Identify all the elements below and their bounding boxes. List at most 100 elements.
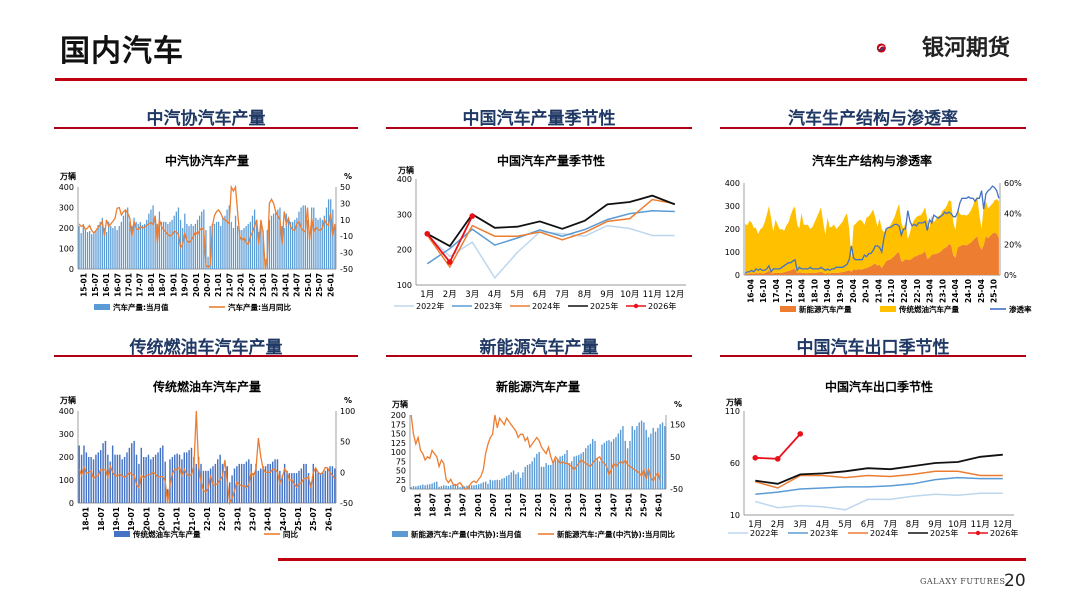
- page-number: 20: [1004, 571, 1026, 591]
- x-tick-label: 11月: [643, 290, 662, 300]
- section-rule-2: [386, 127, 692, 129]
- bottom-divider: [278, 558, 1026, 561]
- y-tick-label: 25: [396, 476, 406, 485]
- bar: [531, 461, 532, 489]
- y-tick-label: 200: [397, 246, 412, 255]
- bar: [90, 457, 91, 503]
- y2-axis-unit: %: [344, 172, 352, 181]
- bar: [231, 222, 232, 269]
- y-tick-label: 100: [59, 476, 74, 485]
- section-heading-2: 中国汽车产量季节性: [386, 104, 692, 129]
- bar: [303, 464, 304, 503]
- bar: [307, 220, 308, 269]
- chart-title: 中国汽车产量季节性: [497, 153, 605, 168]
- x-tick-label: 6月: [533, 290, 547, 300]
- bar: [181, 459, 182, 503]
- x-tick-label: 18-01: [414, 493, 423, 517]
- x-tick-label: 16-07: [113, 273, 122, 297]
- y-tick-label: 50: [396, 467, 406, 476]
- bar: [100, 450, 101, 503]
- bar: [188, 450, 189, 503]
- y2-tick-label: 50: [340, 183, 350, 192]
- bar: [279, 471, 280, 503]
- bar: [413, 486, 414, 489]
- bar: [583, 452, 584, 489]
- bar: [108, 222, 109, 269]
- x-tick-label: 24-01: [264, 507, 273, 531]
- bar: [559, 456, 560, 489]
- y2-tick-label: 40%: [1004, 210, 1022, 219]
- bar: [148, 455, 149, 503]
- bar: [615, 437, 616, 489]
- x-tick-label: 24-07: [279, 507, 288, 531]
- bar: [420, 485, 421, 489]
- x-tick-label: 21-01: [504, 493, 513, 517]
- point: [752, 455, 758, 461]
- bar: [214, 224, 215, 269]
- bar: [195, 224, 196, 269]
- bar: [417, 486, 418, 489]
- bar: [594, 441, 595, 489]
- bar: [483, 482, 484, 489]
- bar: [334, 469, 335, 504]
- legend-label: 新能源汽车:产量(中汽协):当月同比: [557, 529, 675, 539]
- bar: [655, 432, 656, 489]
- bar: [305, 205, 306, 269]
- x-tick-label: 17-07: [136, 273, 145, 297]
- bar: [415, 486, 416, 489]
- x-tick-label: 20-07: [203, 273, 212, 297]
- x-tick-label: 17-04: [772, 279, 781, 303]
- bar: [288, 220, 289, 269]
- x-tick-label: 22-01: [534, 493, 543, 517]
- x-tick-label: 20-07: [489, 493, 498, 517]
- bar: [191, 224, 192, 269]
- bar: [150, 210, 151, 269]
- x-tick-label: 18-01: [82, 507, 91, 531]
- bar: [513, 471, 514, 490]
- x-tick-label: 19-07: [181, 273, 190, 297]
- x-tick-label: 20-04: [849, 279, 858, 303]
- y-tick-label: 0: [69, 265, 74, 274]
- x-tick-label: 23-07: [249, 507, 258, 531]
- y2-axis-unit: %: [674, 400, 682, 409]
- bar: [485, 482, 486, 489]
- legend-label: 新能源汽车:产量(中汽协):当月值: [411, 529, 522, 539]
- bar: [436, 482, 437, 489]
- bar: [197, 220, 198, 269]
- bar: [270, 464, 271, 503]
- point: [797, 431, 803, 437]
- bar: [434, 482, 435, 489]
- x-tick-label: 21-07: [225, 273, 234, 297]
- top-divider: [55, 78, 1027, 81]
- bar: [81, 455, 82, 503]
- bar: [611, 442, 612, 489]
- section-rule-1: [54, 127, 358, 129]
- x-tick-label: 10月: [620, 290, 639, 300]
- bar: [429, 484, 430, 489]
- x-tick-label: 24-01: [594, 493, 603, 517]
- bar: [291, 473, 292, 503]
- x-tick-label: 22-01: [237, 273, 246, 297]
- bar: [580, 453, 581, 489]
- legend-label: 渗透率: [1009, 304, 1032, 314]
- bar: [545, 463, 546, 489]
- bar: [298, 471, 299, 503]
- legend-label: 传统燃油车汽车产量: [132, 529, 201, 539]
- bar: [171, 220, 172, 269]
- bar: [169, 222, 170, 269]
- y-tick-label: 300: [397, 210, 412, 219]
- legend-label: 同比: [283, 529, 298, 539]
- x-tick-label: 5月: [838, 520, 852, 530]
- legend-label: 2026年: [648, 301, 676, 311]
- bar: [501, 479, 502, 489]
- y-tick-label: 300: [725, 202, 740, 211]
- y-tick-label: 75: [396, 457, 406, 466]
- bar: [155, 455, 156, 503]
- bar: [473, 485, 474, 489]
- bar: [632, 426, 633, 489]
- y-tick-label: 400: [397, 175, 412, 184]
- bar: [152, 205, 153, 269]
- section-rule-4: [54, 355, 358, 357]
- x-tick-label: 8月: [906, 520, 920, 530]
- chart-title: 汽车生产结构与渗透率: [812, 153, 932, 168]
